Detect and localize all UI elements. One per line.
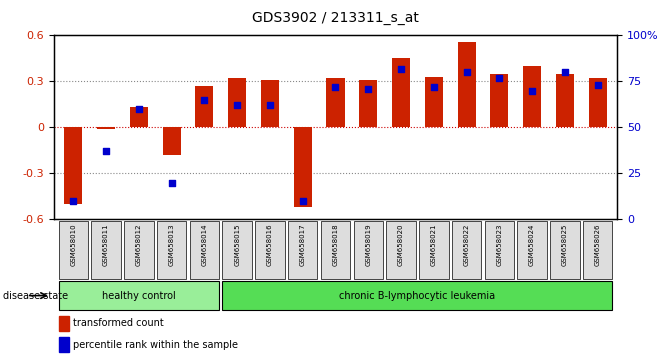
Point <box>527 88 537 93</box>
FancyBboxPatch shape <box>321 221 350 279</box>
Text: GSM658020: GSM658020 <box>398 224 404 266</box>
Point <box>396 66 407 72</box>
FancyBboxPatch shape <box>386 221 416 279</box>
Point <box>560 69 570 75</box>
Bar <box>294 127 312 207</box>
Text: GSM658022: GSM658022 <box>464 224 470 266</box>
Bar <box>162 127 180 155</box>
Text: GSM658026: GSM658026 <box>595 224 601 266</box>
FancyBboxPatch shape <box>452 221 481 279</box>
FancyBboxPatch shape <box>223 281 613 310</box>
Text: GSM658012: GSM658012 <box>136 224 142 266</box>
FancyBboxPatch shape <box>255 221 285 279</box>
Bar <box>359 80 377 127</box>
Text: transformed count: transformed count <box>73 318 164 329</box>
Text: healthy control: healthy control <box>102 291 176 301</box>
Point <box>592 82 603 88</box>
FancyBboxPatch shape <box>157 221 187 279</box>
Point <box>231 103 242 108</box>
Text: GSM658015: GSM658015 <box>234 224 240 266</box>
Bar <box>491 74 509 127</box>
Bar <box>59 337 70 352</box>
Point <box>101 149 111 154</box>
Text: GSM658018: GSM658018 <box>333 224 338 266</box>
Point <box>134 106 144 112</box>
Bar <box>59 316 70 331</box>
FancyBboxPatch shape <box>91 221 121 279</box>
Bar <box>458 41 476 127</box>
Bar <box>425 77 443 127</box>
Text: GDS3902 / 213311_s_at: GDS3902 / 213311_s_at <box>252 11 419 25</box>
Text: percentile rank within the sample: percentile rank within the sample <box>73 339 238 350</box>
Bar <box>261 80 279 127</box>
FancyBboxPatch shape <box>288 221 317 279</box>
Bar <box>228 78 246 127</box>
Text: GSM658014: GSM658014 <box>201 224 207 266</box>
Bar <box>195 86 213 127</box>
Text: GSM658010: GSM658010 <box>70 224 76 266</box>
Point <box>68 198 79 204</box>
FancyBboxPatch shape <box>583 221 613 279</box>
Point <box>330 84 341 90</box>
Text: GSM658023: GSM658023 <box>497 224 503 266</box>
Text: GSM658016: GSM658016 <box>267 224 273 266</box>
Bar <box>130 108 148 127</box>
Text: chronic B-lymphocytic leukemia: chronic B-lymphocytic leukemia <box>340 291 495 301</box>
FancyBboxPatch shape <box>190 221 219 279</box>
FancyBboxPatch shape <box>484 221 514 279</box>
Text: disease state: disease state <box>3 291 68 301</box>
Text: GSM658025: GSM658025 <box>562 224 568 266</box>
Text: GSM658017: GSM658017 <box>300 224 306 266</box>
Bar <box>64 127 83 204</box>
FancyBboxPatch shape <box>419 221 448 279</box>
Point <box>166 180 177 185</box>
Point <box>461 69 472 75</box>
FancyBboxPatch shape <box>354 221 383 279</box>
Bar <box>523 66 541 127</box>
Point <box>264 103 275 108</box>
FancyBboxPatch shape <box>58 281 219 310</box>
Text: GSM658019: GSM658019 <box>365 224 371 266</box>
Point <box>363 86 374 92</box>
Bar <box>327 78 344 127</box>
Bar <box>588 78 607 127</box>
Bar <box>392 58 410 127</box>
Point <box>199 97 210 103</box>
FancyBboxPatch shape <box>124 221 154 279</box>
FancyBboxPatch shape <box>223 221 252 279</box>
FancyBboxPatch shape <box>550 221 580 279</box>
Text: GSM658024: GSM658024 <box>529 224 535 266</box>
Point <box>429 84 440 90</box>
FancyBboxPatch shape <box>517 221 547 279</box>
Text: GSM658013: GSM658013 <box>168 224 174 266</box>
Bar <box>97 127 115 129</box>
Bar <box>556 74 574 127</box>
Text: GSM658021: GSM658021 <box>431 224 437 266</box>
Point <box>297 198 308 204</box>
Text: GSM658011: GSM658011 <box>103 224 109 266</box>
Point <box>494 75 505 81</box>
FancyBboxPatch shape <box>58 221 88 279</box>
